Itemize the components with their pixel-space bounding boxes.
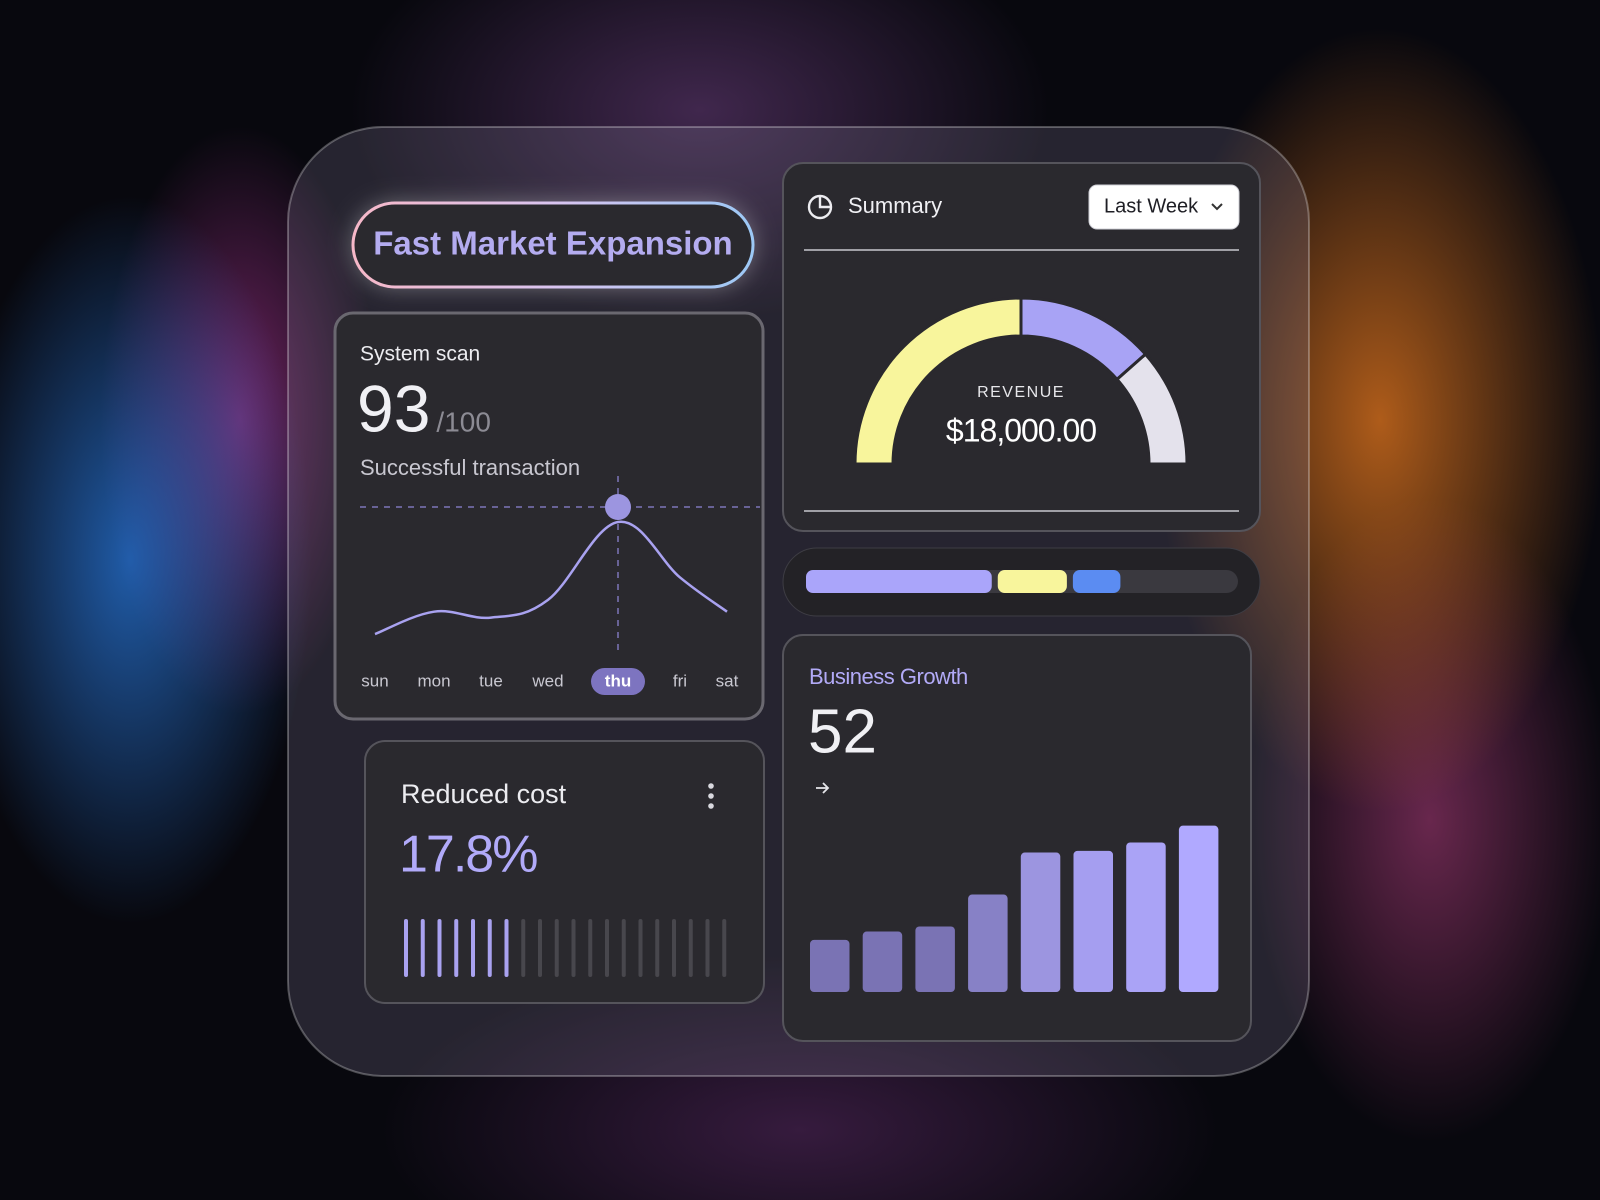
selected-point	[605, 494, 631, 520]
gauge-label: REVENUE	[977, 384, 1065, 401]
gauge-segment	[1114, 352, 1189, 466]
more-menu[interactable]	[708, 783, 714, 809]
x-tick-label: mon	[417, 671, 450, 690]
meter-tick	[521, 919, 526, 977]
selected-day	[591, 668, 645, 695]
bar	[915, 926, 955, 992]
reduced-cost-value: 17.8%	[399, 826, 537, 884]
x-tick-label: fri	[673, 671, 687, 690]
score: 93	[357, 371, 430, 445]
meter-tick	[471, 919, 475, 977]
bar	[1073, 850, 1113, 992]
x-tick-label: wed	[531, 671, 563, 690]
meter-tick	[588, 919, 593, 977]
bar-chart	[810, 825, 1219, 992]
meter-tick	[655, 919, 660, 977]
meter-tick	[638, 919, 643, 977]
meter-tick	[538, 919, 542, 977]
meter-tick	[571, 919, 576, 977]
bar	[968, 894, 1008, 992]
system-scan-card	[333, 311, 765, 721]
card-title: Summary	[848, 193, 942, 218]
summary-card	[782, 162, 1261, 532]
x-tick-label: sat	[716, 671, 739, 690]
menu-dot	[708, 783, 714, 789]
tick-meter	[404, 919, 727, 977]
card-title: Reduced cost	[401, 779, 567, 809]
title-pill	[351, 201, 755, 289]
score-max: /100	[436, 406, 491, 437]
line-chart: sun mon tue wed thu fri sat	[360, 476, 760, 695]
line	[374, 520, 728, 636]
x-tick-label: sun	[361, 671, 388, 690]
bar-segment	[806, 570, 992, 593]
meter-tick	[437, 919, 442, 977]
bar-segment	[997, 570, 1067, 593]
bar	[862, 931, 903, 992]
meter-tick	[554, 919, 559, 977]
meter-tick	[454, 919, 459, 977]
x-tick-label: thu	[605, 671, 631, 690]
bar	[1020, 852, 1061, 992]
chevron	[1211, 203, 1223, 211]
bar	[1178, 825, 1219, 992]
bar-segment	[1072, 570, 1121, 593]
pie-icon	[807, 194, 833, 220]
icon-slice	[818, 196, 831, 209]
gauge	[853, 296, 1189, 466]
meter-tick	[705, 919, 710, 977]
dropdown-label: Last Week	[1104, 195, 1199, 217]
arrow-icon[interactable]	[816, 782, 830, 794]
meter-tick	[404, 919, 408, 977]
card-title: System scan	[360, 343, 480, 366]
meter-tick	[621, 919, 626, 977]
meter-tick	[722, 919, 727, 977]
meter-tick	[420, 919, 425, 977]
meter-tick	[605, 919, 609, 977]
gauge-value: $18,000.00	[946, 412, 1096, 448]
title: Fast Market Expansion	[373, 225, 732, 262]
subtitle: Successful transaction	[360, 455, 580, 480]
segmented-bar	[806, 570, 1238, 593]
menu-dot	[708, 793, 714, 799]
bar	[810, 939, 850, 992]
bar	[1126, 842, 1166, 992]
meter-tick	[672, 919, 676, 977]
card-title: Business Growth	[809, 664, 968, 689]
period-dropdown[interactable]: Last Week	[1088, 184, 1240, 230]
meter-tick	[487, 919, 492, 977]
reduced-cost-card	[364, 740, 765, 1004]
growth-value: 52	[808, 697, 877, 766]
menu-dot	[708, 803, 714, 809]
dropdown-box	[1088, 184, 1240, 230]
meter-tick	[688, 919, 693, 977]
x-tick-label: tue	[479, 671, 503, 690]
meter-tick	[504, 919, 509, 977]
